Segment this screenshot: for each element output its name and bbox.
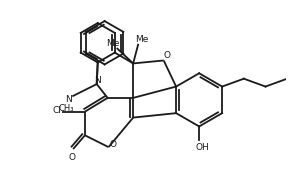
Text: O: O: [163, 51, 170, 60]
Text: N: N: [94, 76, 101, 85]
Text: O: O: [69, 153, 76, 163]
Text: OH: OH: [195, 143, 209, 152]
Text: Cl: Cl: [53, 106, 62, 115]
Text: CH₃: CH₃: [58, 104, 74, 113]
Text: O: O: [110, 140, 117, 149]
Text: Me: Me: [106, 39, 119, 48]
Text: N: N: [65, 95, 71, 104]
Text: Me: Me: [135, 35, 149, 44]
